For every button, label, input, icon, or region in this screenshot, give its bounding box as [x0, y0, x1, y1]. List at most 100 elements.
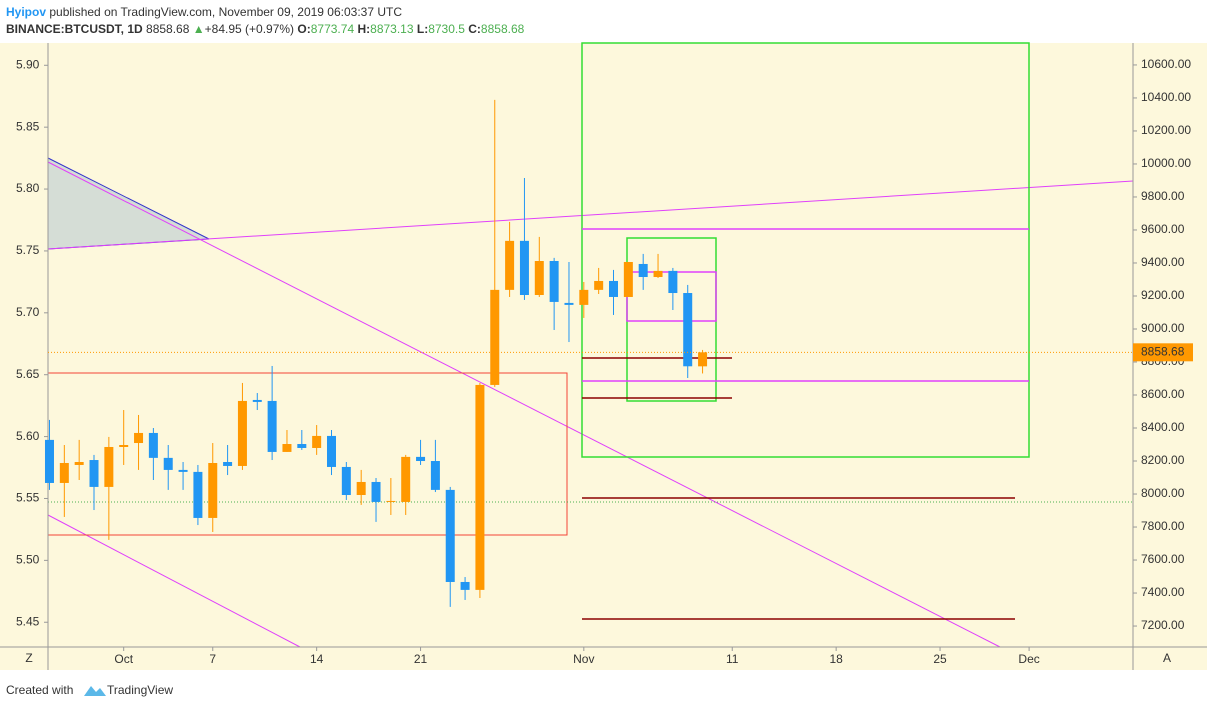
corner-button[interactable]: Z — [25, 651, 32, 665]
y2-tick-label: 5.50 — [16, 553, 40, 567]
candle-body — [371, 481, 381, 502]
candle-body — [119, 445, 129, 447]
candle-body — [312, 435, 322, 448]
candle-body — [490, 289, 500, 385]
candle-body — [594, 280, 604, 290]
footer-brand[interactable]: TradingView — [107, 683, 173, 697]
x-tick-label: 7 — [209, 652, 216, 666]
candle-body — [297, 444, 307, 448]
y-tick-label: 9200.00 — [1141, 288, 1185, 302]
ohlc-label: O: — [297, 22, 310, 36]
candle-body — [430, 461, 440, 490]
candle-body — [163, 457, 173, 470]
y-tick-label: 10200.00 — [1141, 123, 1191, 137]
last-price-label: 8858.68 — [1141, 344, 1185, 358]
corner-button[interactable]: A — [1163, 651, 1171, 665]
y-tick-label: 10400.00 — [1141, 90, 1191, 104]
y-tick-label: 9000.00 — [1141, 321, 1185, 335]
x-tick-label: Dec — [1018, 652, 1039, 666]
y-tick-label: 8600.00 — [1141, 387, 1185, 401]
y-tick-label: 10000.00 — [1141, 156, 1191, 170]
range-box — [581, 42, 1030, 458]
ohlc-value: 8730.5 — [428, 22, 465, 36]
candle-body — [668, 270, 678, 294]
x-tick-label: Oct — [114, 652, 133, 666]
candle-body — [401, 456, 411, 502]
candle-body — [698, 352, 708, 367]
trend-line — [47, 157, 210, 240]
y-tick-label: 8200.00 — [1141, 453, 1185, 467]
published: published on TradingView.com, November 0… — [49, 5, 402, 19]
y-tick-label: 8400.00 — [1141, 420, 1185, 434]
trend-line — [47, 514, 301, 648]
last-price-tag — [1133, 343, 1193, 362]
candle-body — [208, 462, 218, 518]
y2-tick-label: 5.65 — [16, 367, 40, 381]
candle-body — [683, 293, 693, 367]
background — [0, 43, 1207, 670]
logo — [84, 686, 106, 696]
x-tick-label: 18 — [829, 652, 843, 666]
change: +84.95 (+0.97%) — [205, 22, 294, 36]
candle-body — [193, 471, 203, 518]
footer-text: Created with — [6, 683, 73, 697]
x-tick-label: 21 — [414, 652, 428, 666]
x-tick-label: 25 — [933, 652, 947, 666]
trend-line — [47, 180, 1134, 250]
candle-body — [267, 400, 277, 452]
candle-body — [148, 432, 158, 458]
ohlc-value: 8858.68 — [481, 22, 525, 36]
candle-body — [445, 489, 455, 582]
y-tick-label: 9600.00 — [1141, 222, 1185, 236]
y2-tick-label: 5.80 — [16, 181, 40, 195]
ohlc-label: L: — [417, 22, 428, 36]
candle-body — [59, 462, 69, 483]
ohlc-label: C: — [468, 22, 481, 36]
candle-body — [237, 400, 247, 466]
candle-body — [416, 456, 426, 462]
y-tick-label: 7200.00 — [1141, 618, 1185, 632]
y2-tick-label: 5.75 — [16, 243, 40, 257]
y2-tick-label: 5.85 — [16, 119, 40, 133]
candle-body — [386, 500, 396, 502]
candle-body — [326, 435, 336, 467]
candle-body — [223, 462, 233, 466]
candle-body — [519, 240, 529, 295]
candle-body — [282, 444, 292, 452]
y-tick-label: 8000.00 — [1141, 486, 1185, 500]
y2-tick-label: 5.90 — [16, 57, 40, 71]
y-tick-label: 7400.00 — [1141, 585, 1185, 599]
y-tick-label: 7600.00 — [1141, 552, 1185, 566]
candle-body — [356, 481, 366, 496]
header-line: Hyipov published on TradingView.com, Nov… — [6, 5, 402, 19]
candle-body — [104, 446, 114, 487]
candle-body — [579, 289, 589, 305]
candle-body — [134, 432, 144, 444]
x-tick-label: Nov — [573, 652, 594, 666]
y2-tick-label: 5.55 — [16, 491, 40, 505]
candle-body — [341, 466, 351, 496]
y2-tick-label: 5.45 — [16, 614, 40, 628]
x-tick-label: 11 — [726, 652, 739, 666]
header-line: BINANCE:BTCUSDT, 1D 8858.68 ▲+84.95 (+0.… — [6, 22, 525, 36]
trend-line — [47, 161, 1001, 648]
last: 8858.68 — [146, 22, 190, 36]
candle-body — [653, 270, 663, 278]
author: Hyipov — [6, 5, 46, 19]
candle-body — [623, 261, 633, 297]
candle-body — [534, 261, 544, 295]
candle-body — [549, 261, 559, 302]
y-tick-label: 9400.00 — [1141, 255, 1185, 269]
candle-body — [638, 263, 648, 278]
ohlc-label: H: — [357, 22, 370, 36]
candle-body — [475, 384, 485, 590]
y-tick-label: 10600.00 — [1141, 57, 1191, 71]
candle-body — [44, 439, 54, 483]
candle-body — [505, 240, 515, 290]
candle-body — [609, 280, 619, 297]
candle-body — [252, 399, 262, 402]
y-tick-label: 7800.00 — [1141, 519, 1185, 533]
y2-tick-label: 5.60 — [16, 429, 40, 443]
candle-body — [74, 462, 84, 465]
